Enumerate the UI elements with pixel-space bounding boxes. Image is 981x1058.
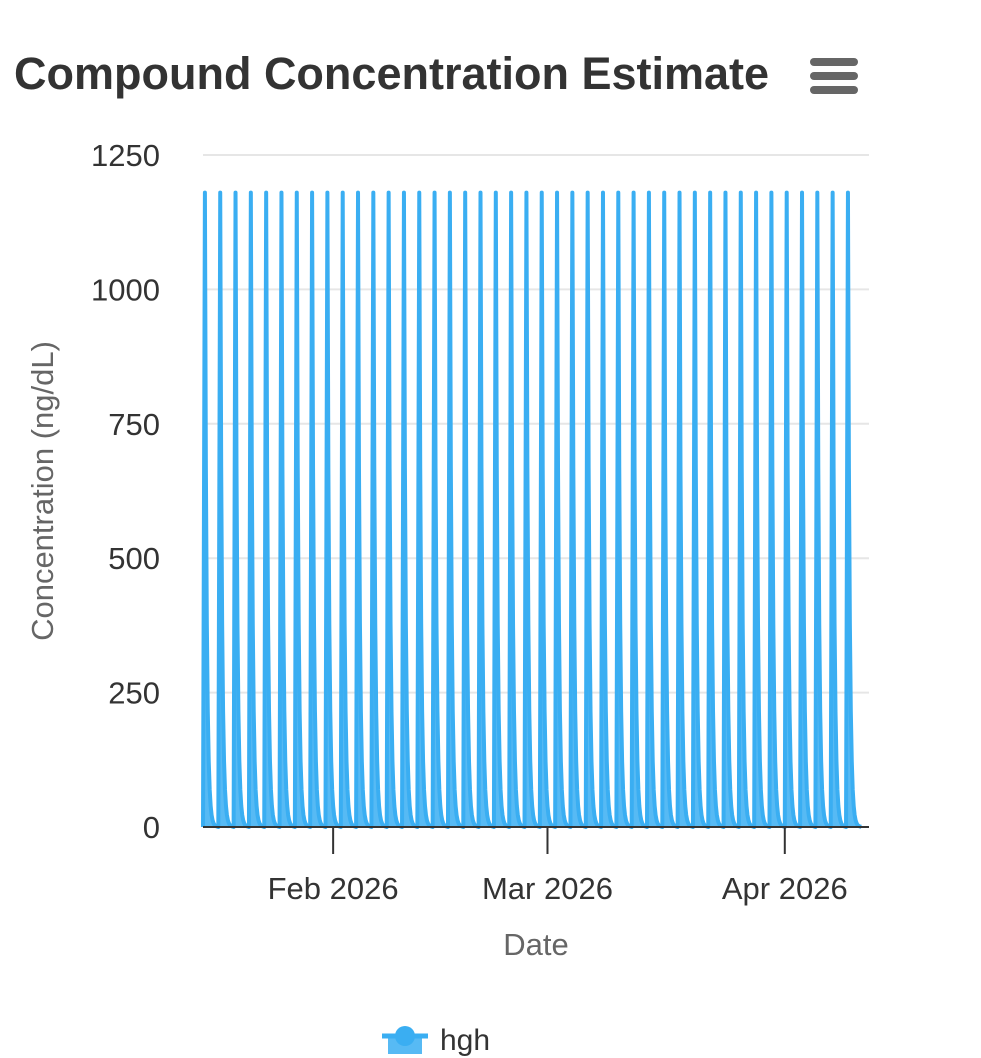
x-tick-label: Apr 2026 xyxy=(722,871,848,906)
x-tick-label: Mar 2026 xyxy=(482,871,613,906)
x-axis-title: Date xyxy=(503,927,568,962)
y-tick-label: 1250 xyxy=(91,138,160,173)
y-tick-label: 0 xyxy=(143,810,160,845)
series-line-hgh xyxy=(201,190,863,829)
legend-symbol-icon xyxy=(382,1026,428,1054)
chart-title: Compound Concentration Estimate xyxy=(14,48,770,99)
y-tick-label: 1000 xyxy=(91,272,160,307)
y-tick-label: 750 xyxy=(108,407,160,442)
legend-label: hgh xyxy=(440,1024,491,1057)
y-tick-label: 500 xyxy=(108,541,160,576)
chart-area: 0 250 500 750 1000 1250 Feb 2026 Mar 2026 Apr 20… xyxy=(25,138,869,962)
y-axis-title: Concentration (ng/dL) xyxy=(25,341,60,641)
hamburger-menu-icon[interactable] xyxy=(804,52,864,102)
y-tick-label: 250 xyxy=(108,676,160,711)
x-tick-label: Feb 2026 xyxy=(268,871,399,906)
